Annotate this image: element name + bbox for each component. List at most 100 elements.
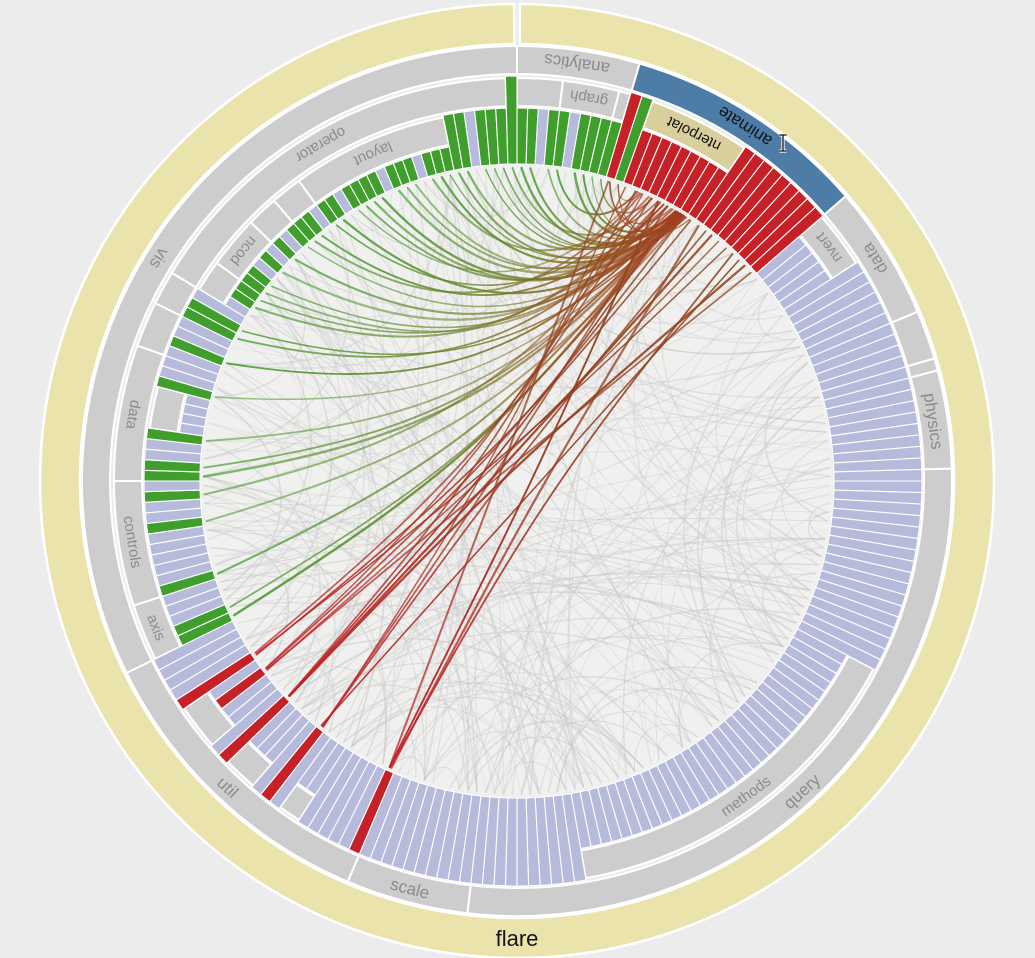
dependency-edge	[207, 529, 290, 670]
dependency-edge	[250, 229, 370, 648]
dependency-edge	[255, 485, 831, 655]
dependency-edge	[582, 174, 784, 647]
dependency-edge	[250, 184, 619, 337]
dependency-edge	[206, 520, 387, 765]
dependency-edge	[366, 691, 644, 769]
dependency-edge	[423, 766, 460, 790]
dependency-edge	[547, 711, 698, 793]
dependency-edge	[485, 608, 801, 794]
dependency-edge	[769, 457, 830, 600]
dependency-edge	[226, 211, 678, 375]
dependency-edge	[204, 167, 505, 460]
dependency-edge	[343, 682, 644, 769]
dependency-edge	[206, 292, 769, 442]
dependency-edge	[203, 485, 811, 591]
dependency-edge	[390, 756, 426, 781]
dependency-edge	[208, 422, 817, 575]
root-arc-flare[interactable]	[38, 2, 996, 958]
dependency-edge	[288, 190, 637, 697]
dependency-edge	[328, 697, 540, 794]
dependency-edge	[520, 493, 831, 795]
dependency-edge	[564, 219, 691, 791]
dependency-edge	[467, 338, 797, 791]
dependency-edge	[556, 170, 713, 727]
dependency-edge	[265, 292, 387, 748]
dependency-edge	[358, 210, 829, 451]
dependency-edge	[282, 271, 371, 716]
package-label-analytics-graph: graph	[569, 86, 610, 110]
dependency-edge	[757, 292, 797, 341]
dependency-edge	[494, 761, 567, 794]
dependency-edge	[622, 413, 824, 776]
dependency-edge	[271, 591, 789, 677]
class-arc[interactable]	[504, 75, 518, 165]
dependency-edge	[214, 265, 306, 398]
dependency-edge	[343, 183, 438, 743]
dependency-edge	[335, 197, 653, 286]
dependency-edge	[556, 687, 733, 793]
dependency-edge	[358, 191, 640, 273]
package-arc-vis-data-render[interactable]	[148, 385, 187, 434]
dependency-edge	[254, 197, 652, 654]
dependency-edge	[390, 224, 700, 769]
dependency-edge	[282, 272, 746, 697]
dependency-edge	[203, 178, 602, 478]
dependency-edge	[271, 665, 417, 778]
class-arc[interactable]	[833, 468, 923, 482]
dependency-edge	[502, 167, 826, 424]
dependency-edge	[709, 537, 826, 716]
class-arc[interactable]	[143, 480, 201, 493]
dependency-edge	[761, 546, 824, 648]
dependency-edge	[301, 538, 826, 710]
dependency-edge	[214, 396, 684, 748]
package-arc-analytics-cluster[interactable]	[516, 76, 565, 110]
dependency-edge	[423, 731, 585, 788]
dependency-edge	[217, 387, 319, 677]
dependency-edge	[208, 422, 726, 716]
dependency-edge	[202, 212, 682, 478]
dependency-edge	[366, 205, 478, 793]
dependency-edge	[643, 422, 826, 765]
dependency-edge	[307, 537, 826, 716]
dependency-edge	[245, 292, 333, 640]
dependency-edge	[679, 675, 758, 748]
dependency-edge	[241, 215, 685, 356]
dependency-edge	[322, 186, 627, 728]
dependency-edge	[529, 209, 676, 795]
dependency-edge	[350, 672, 684, 748]
dependency-edge	[633, 205, 746, 697]
dependency-edge	[206, 396, 820, 446]
dependency-edge	[335, 224, 470, 791]
dependency-edge	[351, 214, 713, 727]
dependency-edge	[265, 174, 585, 670]
dependency-edge	[205, 440, 828, 456]
dependency-edge	[226, 362, 636, 772]
dependency-edge	[210, 547, 487, 793]
dependency-edge	[301, 252, 720, 722]
dependency-edge	[301, 630, 739, 710]
dependency-edge	[266, 240, 720, 671]
dependency-edge	[219, 278, 758, 583]
dependency-edge	[212, 405, 523, 795]
dependency-edge	[511, 167, 659, 236]
dependency-edge	[350, 458, 830, 748]
dependency-edge	[574, 771, 602, 790]
text-cursor-icon	[779, 133, 787, 153]
dependency-edge	[343, 706, 540, 794]
class-arc[interactable]	[516, 797, 530, 887]
dependency-edge	[214, 396, 282, 600]
dependency-edge	[449, 174, 678, 259]
dependency-edge	[467, 736, 611, 791]
dependency-edge	[697, 354, 805, 697]
package-arc-vis[interactable]	[81, 44, 518, 675]
dependency-edge	[556, 666, 758, 793]
dependency-edge	[229, 212, 681, 608]
dependency-edge	[265, 193, 644, 669]
dependency-edge	[502, 362, 808, 795]
dependency-edge	[804, 529, 827, 566]
dependency-edge	[677, 214, 784, 321]
root-label[interactable]: flare	[496, 926, 539, 951]
dependency-edge	[229, 601, 540, 794]
dependency-edge	[350, 696, 602, 784]
dependency-edge	[271, 285, 593, 786]
